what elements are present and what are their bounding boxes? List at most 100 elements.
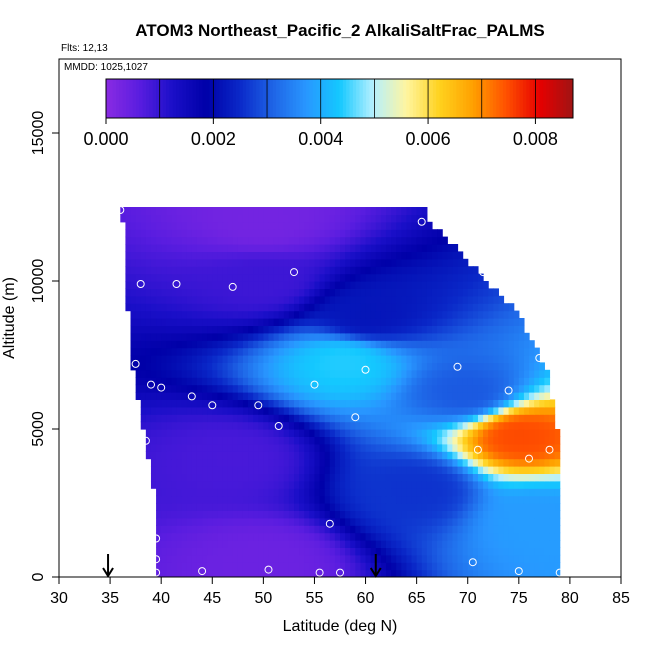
heatmap-cell (523, 562, 530, 571)
heatmap-cell (181, 421, 188, 430)
heatmap-cell (472, 466, 479, 474)
heatmap-cell (314, 221, 321, 230)
heatmap-cell (503, 517, 510, 526)
heatmap-cell (278, 369, 285, 378)
heatmap-cell (416, 525, 423, 534)
heatmap-cell (355, 310, 362, 319)
heatmap-cell (365, 347, 372, 356)
heatmap-cell (406, 207, 413, 215)
heatmap-cell (488, 495, 494, 504)
heatmap-cell (467, 525, 474, 534)
heatmap-cell (334, 495, 341, 504)
heatmap-cell (411, 495, 418, 504)
heatmap-cell (186, 332, 193, 341)
heatmap-cell (498, 406, 505, 415)
heatmap-cell (508, 421, 515, 430)
heatmap-cell (345, 503, 351, 511)
heatmap-cell (319, 495, 326, 504)
heatmap-cell (145, 288, 152, 297)
heatmap-cell (176, 288, 183, 297)
heatmap-cell (304, 525, 310, 534)
heatmap-cell (171, 540, 178, 548)
heatmap-cell (288, 443, 295, 452)
heatmap-cell (196, 332, 203, 341)
heatmap-cell (406, 554, 413, 563)
heatmap-cell (498, 554, 505, 563)
heatmap-cell (288, 273, 295, 282)
heatmap-cell (222, 399, 229, 408)
heatmap-cell (467, 517, 474, 526)
heatmap-cell (391, 399, 397, 408)
colorbar-segment (526, 79, 531, 118)
heatmap-cell (324, 258, 331, 267)
heatmap-cell (360, 325, 367, 334)
heatmap-cell (186, 251, 193, 260)
heatmap-cell (294, 340, 300, 349)
heatmap-cell (329, 443, 336, 452)
heatmap-cell (299, 436, 305, 445)
x-tick-label: 70 (459, 590, 477, 607)
heatmap-cell (391, 392, 397, 400)
heatmap-cell (212, 562, 218, 571)
heatmap-cell (283, 488, 290, 497)
heatmap-cell (467, 436, 474, 445)
heatmap-cell (232, 288, 239, 297)
heatmap-cell (442, 436, 448, 445)
heatmap-cell (299, 266, 305, 275)
heatmap-cell (232, 517, 239, 526)
heatmap-cell (483, 547, 489, 556)
heatmap-cell (447, 436, 453, 445)
heatmap-cell (232, 414, 239, 423)
heatmap-cell (161, 473, 167, 482)
colorbar-segment (159, 79, 164, 118)
heatmap-cell (539, 466, 545, 474)
heatmap-cell (212, 569, 218, 577)
heatmap-cell (237, 221, 244, 230)
heatmap-cell (191, 318, 198, 326)
heatmap-cell (385, 332, 392, 341)
heatmap-cell (217, 266, 224, 275)
heatmap-cell (222, 510, 229, 519)
heatmap-cell (380, 273, 387, 282)
heatmap-cell (186, 303, 193, 312)
heatmap-cell (340, 451, 346, 460)
heatmap-cell (283, 517, 290, 526)
heatmap-cell (222, 443, 229, 452)
heatmap-cell (171, 503, 178, 511)
heatmap-cell (176, 369, 183, 378)
heatmap-cell (217, 295, 224, 304)
heatmap-cell (202, 288, 208, 297)
heatmap-cell (242, 562, 249, 571)
heatmap-cell (355, 540, 362, 548)
heatmap-cell (232, 295, 239, 304)
heatmap-cell (513, 532, 520, 541)
heatmap-cell (176, 310, 183, 319)
heatmap-cell (145, 318, 152, 326)
heatmap-cell (156, 310, 162, 319)
heatmap-cell (253, 503, 259, 511)
heatmap-cell (217, 562, 224, 571)
heatmap-cell (477, 554, 484, 563)
heatmap-cell (370, 288, 377, 297)
heatmap-cell (391, 340, 397, 349)
heatmap-cell (488, 547, 494, 556)
heatmap-cell (518, 362, 525, 371)
heatmap-cell (314, 406, 321, 415)
heatmap-cell (273, 310, 280, 319)
heatmap-cell (493, 451, 499, 460)
heatmap-cell (380, 443, 387, 452)
heatmap-cell (477, 295, 484, 304)
heatmap-cell (442, 392, 448, 400)
heatmap-cell (304, 473, 310, 482)
heatmap-cell (488, 384, 494, 393)
heatmap-cell (503, 377, 510, 386)
heatmap-cell (365, 303, 372, 312)
heatmap-cell (493, 569, 499, 577)
heatmap-cell (166, 236, 172, 245)
heatmap-cell (176, 281, 183, 289)
heatmap-cell (426, 399, 433, 408)
heatmap-cell (309, 229, 316, 238)
heatmap-cell (253, 525, 259, 534)
heatmap-cell (156, 510, 162, 519)
heatmap-cell (268, 480, 275, 489)
